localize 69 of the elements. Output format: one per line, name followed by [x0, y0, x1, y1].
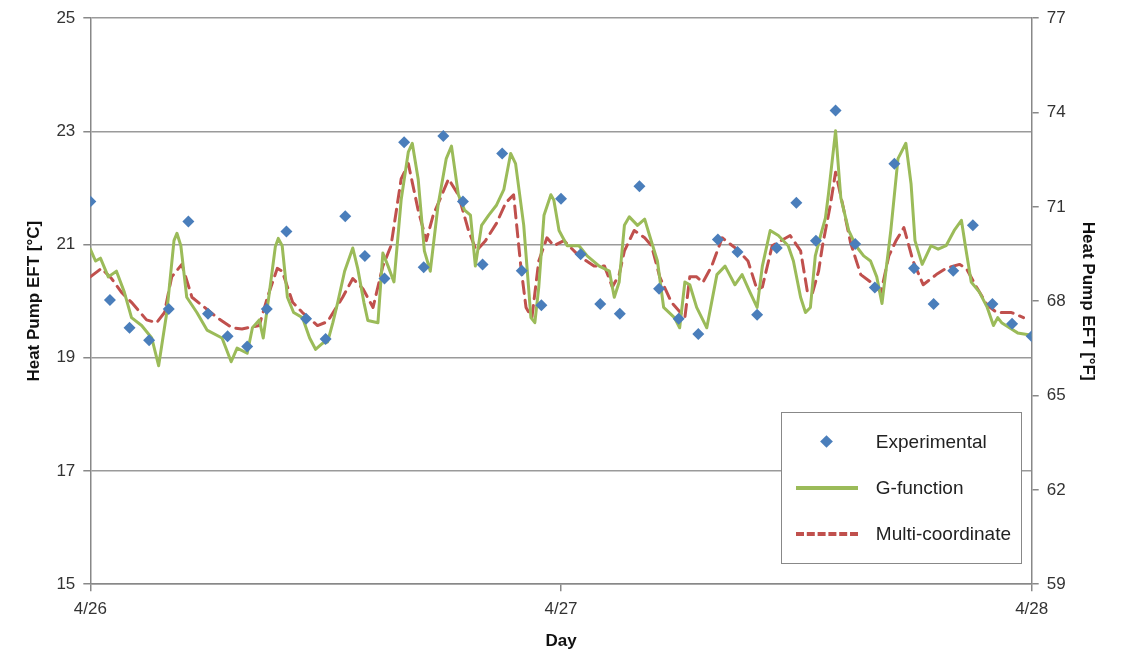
legend-label: Multi-coordinate — [875, 523, 1011, 545]
point — [711, 233, 724, 246]
point — [476, 258, 489, 271]
y-tick-label: 15 — [56, 573, 76, 593]
y-axis-title: Heat Pump EFT [°C] — [23, 220, 43, 382]
y-tick-label: 21 — [56, 234, 76, 254]
point — [496, 147, 509, 160]
y2-axis-title: Heat Pump EFT [°F] — [1079, 221, 1099, 381]
point — [417, 261, 430, 274]
x-tick-label: 4/28 — [1015, 599, 1049, 619]
point — [613, 307, 626, 320]
point — [908, 262, 921, 275]
legend-label: Experimental — [875, 431, 987, 453]
point — [849, 238, 862, 251]
point — [966, 219, 979, 232]
point — [437, 129, 450, 142]
point — [888, 157, 901, 170]
point — [515, 264, 528, 277]
point — [280, 225, 293, 238]
point — [672, 312, 685, 325]
point — [378, 272, 391, 285]
point — [358, 249, 371, 262]
point — [633, 180, 646, 193]
point — [809, 234, 822, 247]
y-tick-label: 23 — [56, 121, 76, 141]
point — [260, 303, 273, 316]
point — [221, 330, 234, 343]
point — [947, 264, 960, 277]
point — [182, 215, 195, 228]
point — [339, 210, 352, 223]
point — [986, 298, 999, 311]
point — [300, 312, 313, 325]
point — [143, 334, 156, 347]
y2-tick-label: 65 — [1046, 385, 1066, 405]
x-tick-label: 4/26 — [73, 599, 107, 619]
y-tick-label: 25 — [56, 7, 76, 27]
y-tick-label: 17 — [56, 460, 76, 480]
y2-tick-label: 71 — [1046, 196, 1066, 216]
point — [201, 307, 214, 320]
y-tick-label: 19 — [56, 347, 76, 367]
point — [1006, 317, 1019, 330]
point — [398, 136, 411, 149]
point — [751, 308, 764, 321]
point — [103, 294, 116, 307]
point — [731, 245, 744, 258]
point — [770, 242, 783, 254]
point — [653, 282, 666, 295]
point — [692, 328, 705, 341]
point — [123, 321, 136, 334]
legend-label: G-function — [875, 477, 964, 499]
point — [594, 298, 607, 311]
y2-tick-label: 77 — [1046, 7, 1066, 27]
point — [927, 298, 940, 311]
point — [535, 299, 548, 312]
x-tick-label: 4/27 — [544, 599, 578, 619]
point — [241, 340, 254, 353]
y2-tick-label: 59 — [1046, 573, 1066, 593]
point — [319, 333, 332, 346]
x-axis-title: Day — [545, 631, 578, 651]
point — [574, 248, 587, 261]
y2-tick-label: 74 — [1046, 102, 1066, 122]
point — [162, 303, 175, 316]
y2-tick-label: 68 — [1046, 290, 1066, 310]
point — [555, 192, 567, 205]
point — [790, 196, 803, 209]
point — [456, 195, 469, 208]
point — [829, 104, 842, 117]
y2-tick-label: 62 — [1046, 479, 1066, 499]
point — [868, 281, 881, 294]
